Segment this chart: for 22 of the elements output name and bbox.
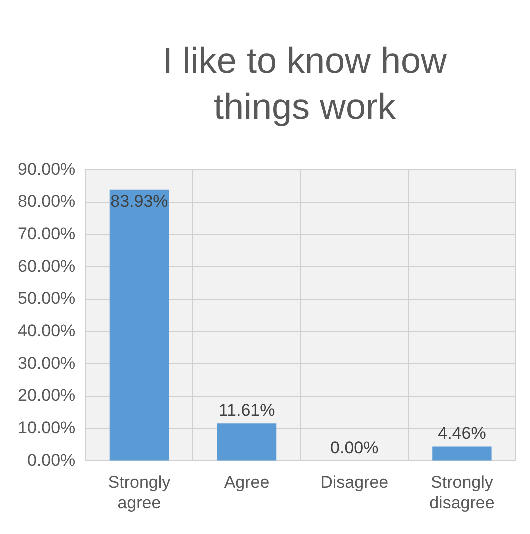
x-tick-label: Agree [224,473,270,492]
y-tick-label: 0.00% [27,450,76,470]
data-label: 0.00% [330,438,379,458]
y-tick-label: 70.00% [18,224,76,244]
y-tick-label: 60.00% [18,256,76,276]
y-tick-label: 90.00% [18,160,76,179]
y-tick-label: 50.00% [18,289,76,308]
y-tick-label: 10.00% [18,418,76,438]
x-tick-label: Strongly agree [108,473,172,512]
x-tick-label: Strongly disagree [430,473,495,512]
y-tick-label: 80.00% [18,192,76,212]
chart-title: I like to know how things work [162,39,448,129]
data-label: 11.61% [218,400,276,420]
bar [217,424,277,461]
data-label: 83.93% [110,192,168,212]
data-label: 4.46% [438,424,486,443]
y-tick-label: 30.00% [18,354,76,373]
x-tick-label: Disagree [320,473,389,492]
bar [110,190,170,461]
y-tick-label: 20.00% [18,386,76,406]
y-tick-label: 40.00% [18,322,76,341]
bar [432,446,492,461]
